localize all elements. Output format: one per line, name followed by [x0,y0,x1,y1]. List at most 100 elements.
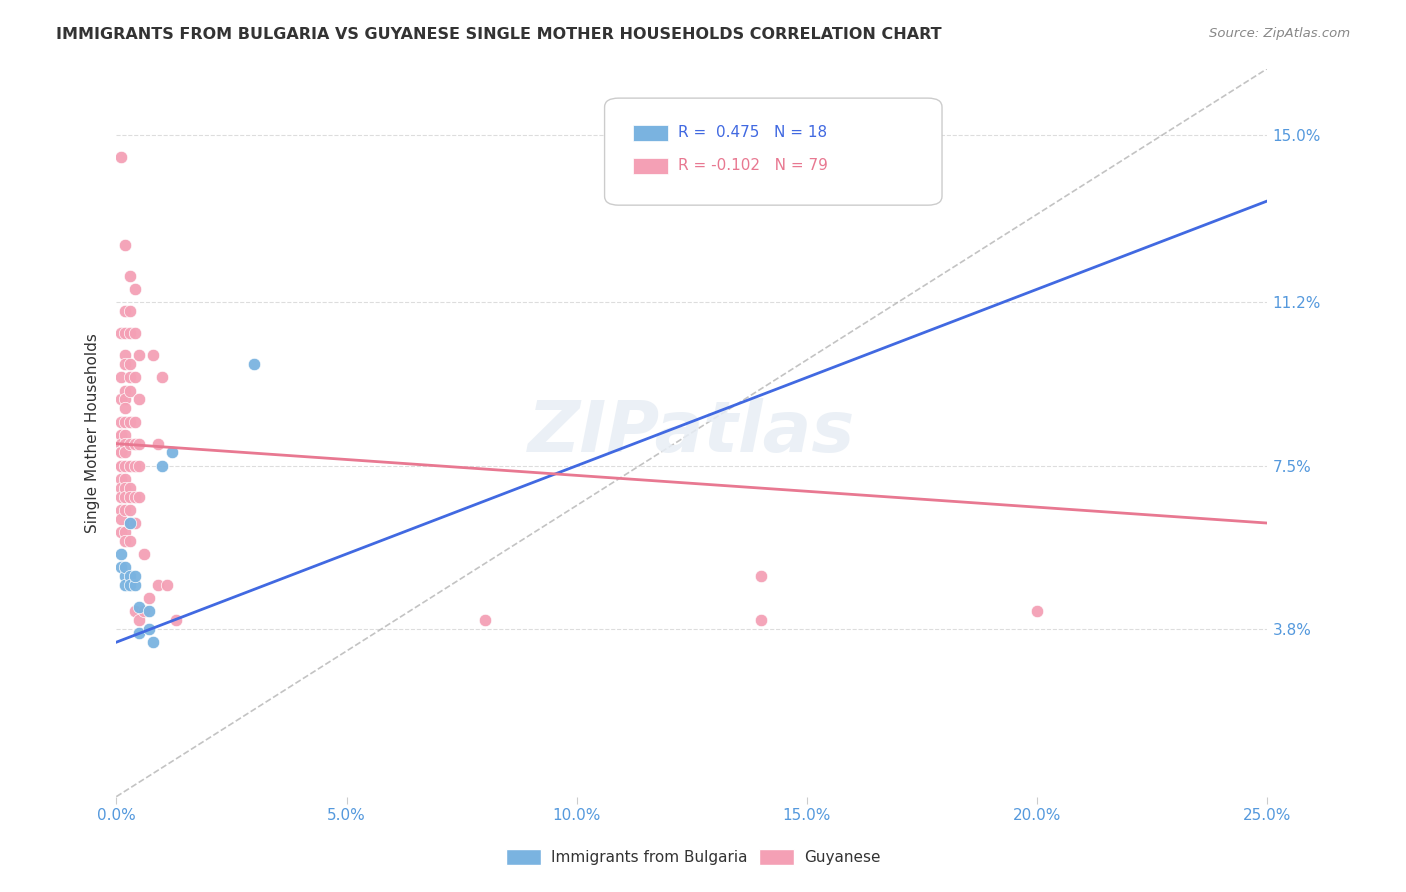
Text: ZIPatlas: ZIPatlas [529,398,856,467]
Point [128,626,150,640]
Point [110,458,132,473]
Point [120,384,142,398]
Point [110,392,132,407]
Point [138,622,160,636]
Point [114,560,136,574]
Point [110,481,132,495]
Point [110,503,132,517]
Point [150,370,173,384]
Point [114,427,136,442]
Point [110,458,132,473]
Point [132,604,155,618]
Point [114,415,136,429]
Point [110,511,132,525]
Text: Immigrants from Bulgaria: Immigrants from Bulgaria [551,850,748,864]
Point [146,436,169,450]
Point [114,436,136,450]
Point [110,150,132,164]
Point [110,560,132,574]
Point [110,445,132,459]
Text: Guyanese: Guyanese [804,850,880,864]
Point [120,503,142,517]
Text: R =  0.475   N = 18: R = 0.475 N = 18 [678,125,827,139]
Point [114,458,136,473]
Point [114,533,136,548]
Point [120,326,142,341]
Y-axis label: Single Mother Households: Single Mother Households [86,333,100,533]
Point [114,569,136,583]
Point [124,569,146,583]
Point [128,490,150,504]
Point [138,591,160,606]
Point [120,415,142,429]
Point [110,436,132,450]
Point [124,370,146,384]
Point [150,458,173,473]
Point [114,445,136,459]
Point [120,578,142,592]
Point [124,490,146,504]
Point [128,392,150,407]
Point [146,578,169,592]
Point [114,304,136,318]
Point [114,524,136,539]
Point [114,472,136,486]
Point [124,578,146,592]
Point [120,370,142,384]
Point [114,578,136,592]
Point [110,427,132,442]
Point [124,458,146,473]
Point [110,415,132,429]
Point [749,613,772,627]
Point [160,445,183,459]
Point [110,427,132,442]
Point [128,599,150,614]
Point [110,326,132,341]
Point [120,516,142,530]
Point [120,481,142,495]
Point [110,370,132,384]
Point [165,613,187,627]
Point [114,348,136,362]
Point [110,524,132,539]
Point [114,384,136,398]
Point [156,578,179,592]
Text: R = -0.102   N = 79: R = -0.102 N = 79 [678,158,828,172]
Point [132,547,155,561]
Point [142,635,165,649]
Point [124,326,146,341]
Point [243,357,266,371]
Point [114,503,136,517]
Point [114,490,136,504]
Point [120,304,142,318]
Point [128,613,150,627]
Point [120,533,142,548]
Point [124,282,146,296]
Text: IMMIGRANTS FROM BULGARIA VS GUYANESE SINGLE MOTHER HOUSEHOLDS CORRELATION CHART: IMMIGRANTS FROM BULGARIA VS GUYANESE SIN… [56,27,942,42]
Text: Source: ZipAtlas.com: Source: ZipAtlas.com [1209,27,1350,40]
Point [110,490,132,504]
Point [128,348,150,362]
Point [142,348,165,362]
Point [1026,604,1049,618]
Point [138,604,160,618]
Point [114,401,136,416]
Point [749,569,772,583]
Point [120,516,142,530]
Point [110,445,132,459]
Point [128,458,150,473]
Point [124,516,146,530]
Point [120,436,142,450]
Point [120,357,142,371]
Point [128,436,150,450]
Point [124,604,146,618]
Point [474,613,496,627]
Point [124,436,146,450]
Point [120,490,142,504]
Point [114,392,136,407]
Point [120,268,142,283]
Point [110,547,132,561]
Point [114,238,136,252]
Point [114,481,136,495]
Point [110,472,132,486]
